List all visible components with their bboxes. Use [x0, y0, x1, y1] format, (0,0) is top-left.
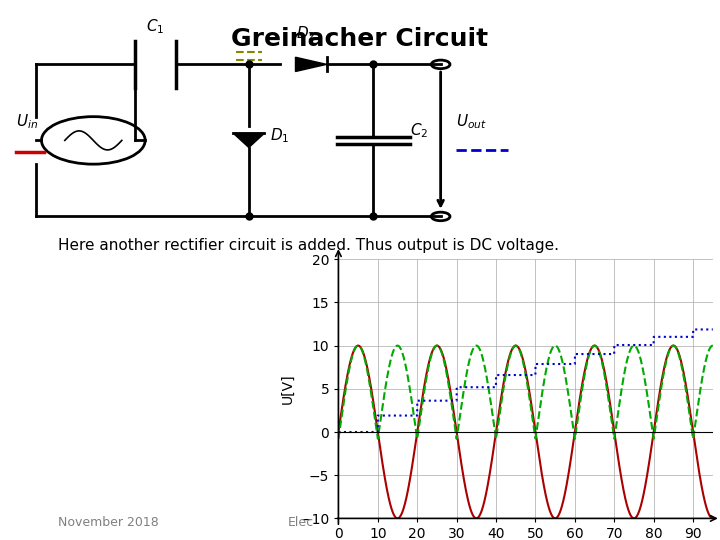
Text: $C_1$: $C_1$	[146, 17, 165, 36]
Polygon shape	[233, 133, 264, 147]
Text: Elec: Elec	[288, 516, 314, 529]
Text: $U_{in}$: $U_{in}$	[16, 112, 37, 131]
Text: Here another rectifier circuit is added. Thus output is DC voltage.: Here another rectifier circuit is added.…	[58, 238, 559, 253]
Y-axis label: U[V]: U[V]	[281, 374, 294, 404]
Text: $U_{out}$: $U_{out}$	[456, 112, 487, 131]
Polygon shape	[295, 57, 327, 71]
Text: Greinacher Circuit: Greinacher Circuit	[231, 27, 489, 51]
Text: $D_2$: $D_2$	[296, 24, 315, 43]
Text: $D_1$: $D_1$	[269, 126, 289, 145]
Text: November 2018: November 2018	[58, 516, 158, 529]
Text: $C_2$: $C_2$	[410, 122, 428, 140]
